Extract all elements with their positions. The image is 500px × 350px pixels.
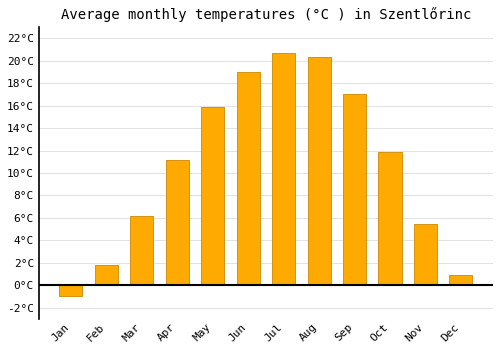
Bar — [272, 53, 295, 285]
Bar — [378, 152, 402, 285]
Bar — [130, 216, 154, 285]
Bar — [95, 265, 118, 285]
Bar — [308, 57, 330, 285]
Bar — [166, 160, 189, 285]
Bar — [201, 107, 224, 285]
Bar — [414, 224, 437, 285]
Bar — [236, 72, 260, 285]
Bar — [343, 94, 366, 285]
Bar — [450, 275, 472, 285]
Title: Average monthly temperatures (°C ) in Szentlőrinc: Average monthly temperatures (°C ) in Sz… — [60, 7, 471, 22]
Bar — [60, 285, 82, 296]
